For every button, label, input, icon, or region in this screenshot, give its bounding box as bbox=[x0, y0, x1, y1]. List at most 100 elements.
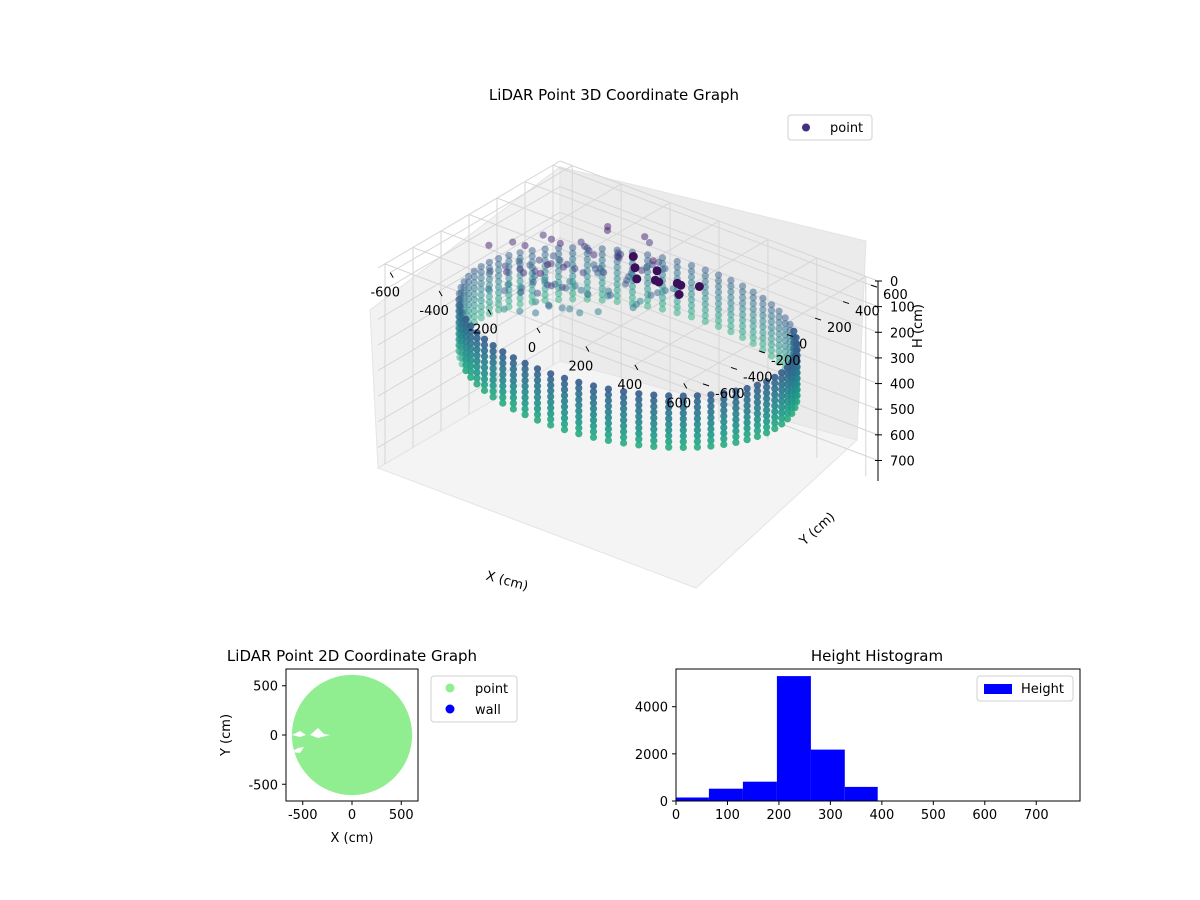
x-tick bbox=[634, 364, 639, 371]
y-axis-label: Y (cm) bbox=[796, 510, 838, 550]
point bbox=[693, 420, 702, 428]
y-tick bbox=[702, 383, 710, 387]
point bbox=[727, 288, 735, 296]
point bbox=[598, 279, 606, 287]
point bbox=[560, 380, 569, 388]
z-axis-label: H (cm) bbox=[911, 304, 926, 348]
point bbox=[528, 247, 536, 255]
point bbox=[575, 395, 583, 404]
point bbox=[629, 304, 637, 312]
point bbox=[485, 241, 493, 249]
gap-shape bbox=[310, 728, 330, 738]
point bbox=[613, 280, 621, 288]
point bbox=[547, 410, 555, 418]
point bbox=[635, 424, 643, 432]
point bbox=[560, 403, 569, 411]
point bbox=[589, 433, 598, 441]
y-tick-label: 0 bbox=[799, 338, 807, 353]
point bbox=[743, 424, 751, 432]
point bbox=[613, 269, 621, 277]
point bbox=[509, 399, 517, 407]
point bbox=[743, 402, 751, 410]
point bbox=[473, 334, 481, 342]
point bbox=[555, 295, 563, 303]
point bbox=[470, 313, 478, 321]
point bbox=[467, 328, 475, 336]
point bbox=[477, 263, 485, 271]
point bbox=[480, 352, 489, 360]
point bbox=[505, 303, 513, 311]
point bbox=[650, 431, 658, 439]
point bbox=[613, 286, 621, 294]
x-tick-label: 600 bbox=[972, 808, 997, 823]
point bbox=[467, 356, 475, 364]
legend-marker-height bbox=[984, 684, 1012, 694]
point bbox=[604, 436, 613, 444]
point bbox=[485, 298, 493, 306]
point bbox=[732, 421, 740, 429]
point bbox=[533, 410, 542, 418]
point bbox=[533, 399, 542, 407]
point-cluster bbox=[654, 277, 664, 287]
point bbox=[533, 365, 542, 373]
point bbox=[739, 293, 747, 302]
point bbox=[792, 334, 800, 342]
point bbox=[650, 420, 658, 428]
point-cluster bbox=[674, 290, 684, 299]
legend-3d: point bbox=[787, 114, 873, 141]
point bbox=[783, 381, 792, 389]
point bbox=[775, 313, 783, 321]
point bbox=[687, 296, 696, 304]
point bbox=[613, 297, 621, 306]
point bbox=[687, 284, 696, 292]
point bbox=[547, 235, 556, 243]
point bbox=[775, 319, 783, 327]
point bbox=[749, 328, 757, 336]
grid-line bbox=[377, 340, 561, 448]
point bbox=[778, 391, 786, 400]
point bbox=[460, 278, 468, 286]
point bbox=[521, 388, 529, 396]
y-axis-label-2d: Y (cm) bbox=[219, 714, 234, 757]
legend-2d: point wall bbox=[430, 675, 518, 723]
point bbox=[489, 342, 497, 350]
point bbox=[707, 391, 715, 399]
point bbox=[604, 408, 613, 416]
point bbox=[658, 305, 667, 313]
point bbox=[771, 385, 779, 393]
point bbox=[743, 413, 751, 421]
histogram-bars bbox=[676, 676, 878, 801]
point bbox=[477, 291, 485, 299]
point bbox=[480, 364, 489, 372]
point bbox=[560, 391, 569, 399]
point bbox=[575, 384, 583, 392]
point bbox=[555, 250, 563, 258]
point bbox=[687, 273, 696, 281]
point bbox=[477, 314, 485, 322]
point bbox=[720, 401, 728, 409]
grid-line bbox=[524, 181, 844, 303]
point bbox=[658, 299, 667, 307]
y-tick-label: 0 bbox=[270, 729, 278, 744]
point bbox=[727, 305, 735, 313]
point bbox=[743, 390, 751, 398]
point bbox=[499, 393, 507, 401]
point bbox=[635, 407, 643, 415]
point bbox=[600, 268, 608, 277]
point bbox=[753, 404, 762, 412]
point bbox=[753, 398, 762, 406]
point bbox=[477, 297, 485, 305]
point bbox=[537, 269, 545, 277]
point bbox=[727, 276, 735, 284]
point bbox=[753, 432, 762, 441]
gap-shape bbox=[291, 747, 304, 753]
y-tick-label: -400 bbox=[743, 370, 773, 385]
point bbox=[467, 368, 475, 376]
point bbox=[743, 396, 751, 404]
point bbox=[470, 296, 478, 304]
point bbox=[489, 381, 497, 390]
point bbox=[650, 414, 658, 422]
point bbox=[753, 393, 762, 401]
point bbox=[533, 289, 542, 297]
